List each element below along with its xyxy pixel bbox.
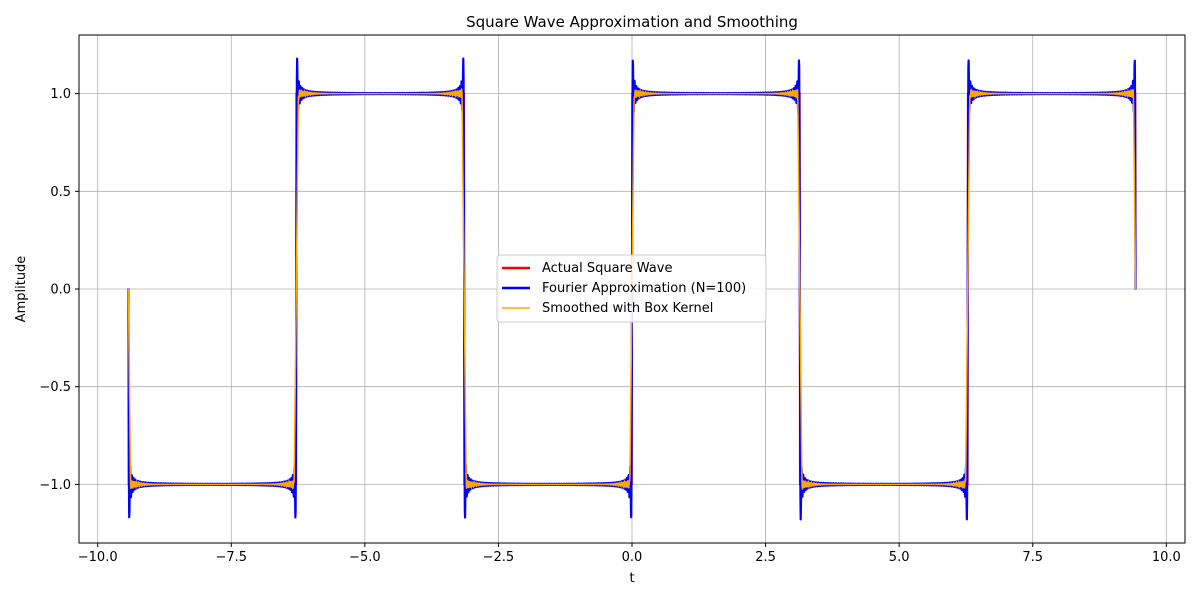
x-tick-label: 0.0 <box>622 550 643 565</box>
x-tick-label: 2.5 <box>755 550 776 565</box>
legend: Actual Square Wave Fourier Approximation… <box>496 254 767 323</box>
x-tick-label: 7.5 <box>1022 550 1043 565</box>
x-tick-label: 5.0 <box>889 550 910 565</box>
x-tick-label: −5.0 <box>349 550 381 565</box>
legend-label-fourier: Fourier Approximation (N=100) <box>542 281 746 296</box>
x-tick-label: −7.5 <box>215 550 247 565</box>
x-tick-label: −10.0 <box>78 550 118 565</box>
y-tick-label: −0.5 <box>39 380 71 395</box>
y-tick-label: 0.5 <box>50 185 71 200</box>
y-tick-label: −1.0 <box>39 478 71 493</box>
x-axis-label: t <box>629 571 634 586</box>
y-tick-label: 1.0 <box>50 87 71 102</box>
legend-label-square-wave: Actual Square Wave <box>542 261 672 276</box>
x-axis: −10.0 −7.5 −5.0 −2.5 0.0 2.5 5.0 7.5 10.0 <box>78 543 1181 565</box>
legend-box <box>496 254 767 323</box>
x-tick-label: −2.5 <box>483 550 515 565</box>
y-axis-label: Amplitude <box>14 256 29 323</box>
y-tick-label: 0.0 <box>50 283 71 298</box>
x-tick-label: 10.0 <box>1152 550 1181 565</box>
legend-label-smoothed: Smoothed with Box Kernel <box>542 301 713 316</box>
y-axis: −1.0 −0.5 0.0 0.5 1.0 <box>39 87 79 493</box>
chart-title: Square Wave Approximation and Smoothing <box>466 13 798 31</box>
